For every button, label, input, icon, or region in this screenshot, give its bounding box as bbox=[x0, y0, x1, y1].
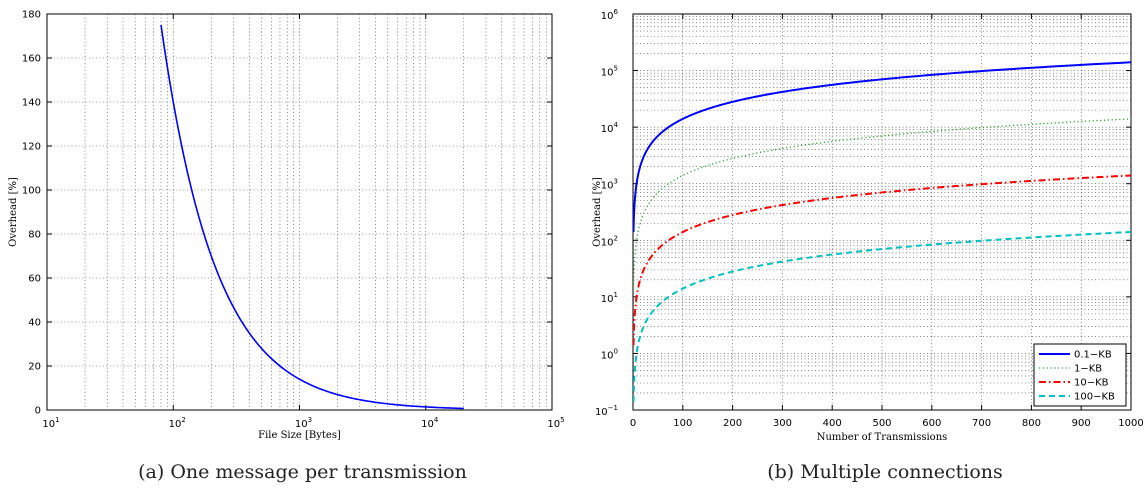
panel-a-x-tick-label: 102 bbox=[169, 416, 186, 430]
panel-b-legend-label: 10−KB bbox=[1074, 378, 1109, 389]
panel-b-legend-label: 100−KB bbox=[1074, 392, 1115, 403]
panel-b-legend-label: 0.1−KB bbox=[1074, 350, 1112, 361]
panel-a-y-tick-label: 100 bbox=[22, 186, 41, 197]
panel-a-series-line bbox=[160, 24, 464, 410]
panel-a-y-tick-label: 180 bbox=[22, 10, 41, 21]
panel-a-y-tick-label: 0 bbox=[35, 406, 41, 417]
panel-b-legend-label: 1−KB bbox=[1074, 364, 1102, 375]
panel-b-x-tick-label: 900 bbox=[1072, 418, 1091, 429]
panel-a-caption: (a) One message per transmission bbox=[138, 461, 467, 483]
panel-b-series-line-1 bbox=[633, 118, 1131, 289]
panel-a-x-tick-label: 104 bbox=[421, 416, 439, 430]
panel-b-series-line-2 bbox=[633, 174, 1131, 346]
panel-b-x-tick-label: 100 bbox=[673, 418, 692, 429]
panel-a-y-tick-label: 160 bbox=[22, 54, 41, 65]
panel-b-y-axis-label: Overhead [%] bbox=[592, 177, 603, 247]
panel-b-x-tick-label: 500 bbox=[872, 418, 891, 429]
panel-b-x-axis-label: Number of Transmissions bbox=[817, 432, 948, 443]
panel-b-chart: 0 100 200 300 400 500 600 700 800 900 1000 10−1 100 1… bbox=[592, 8, 1144, 483]
panel-b-y-tick-label: 104 bbox=[601, 121, 619, 135]
panel-a-y-tick-label: 40 bbox=[28, 318, 41, 329]
panel-b-y-tick-label: 103 bbox=[601, 178, 618, 192]
panel-b-y-tick-label: 106 bbox=[601, 8, 619, 22]
panel-b-legend: 0.1−KB 1−KB 10−KB 100−KB bbox=[1033, 343, 1127, 407]
panel-b-y-tick-label: 10−1 bbox=[595, 404, 618, 418]
panel-b-x-tick-label: 0 bbox=[630, 418, 636, 429]
panel-b-x-tick-label: 600 bbox=[922, 418, 941, 429]
panel-b-x-tick-label: 200 bbox=[723, 418, 742, 429]
panel-a-grid bbox=[47, 14, 552, 410]
panel-b-x-tick-label: 800 bbox=[1022, 418, 1041, 429]
panel-a-x-axis-label: File Size [Bytes] bbox=[258, 430, 341, 441]
panel-a-y-tick-label: 140 bbox=[22, 98, 41, 109]
panel-a-x-tick-label: 101 bbox=[42, 416, 59, 430]
panel-a-y-tick-label: 60 bbox=[28, 274, 41, 285]
panel-b-y-tick-label: 101 bbox=[601, 291, 618, 305]
panel-b-y-tick-label: 102 bbox=[601, 234, 618, 248]
panel-a-x-tick-label: 103 bbox=[295, 416, 312, 430]
panel-a-x-tick-label: 105 bbox=[547, 416, 564, 430]
panel-b-caption: (b) Multiple connections bbox=[767, 461, 1003, 483]
panel-a-y-tick-label: 120 bbox=[22, 142, 41, 153]
panel-a-y-axis-label: Overhead [%] bbox=[8, 177, 19, 247]
panel-b-x-tick-label: 300 bbox=[773, 418, 792, 429]
panel-b-x-tick-label: 400 bbox=[823, 418, 842, 429]
panel-b-series-line-3 bbox=[633, 231, 1131, 402]
panel-b-series-line-0 bbox=[633, 61, 1131, 233]
panel-a-chart: 101 102 103 104 105 0 20 40 60 80 100 120 140 160 180 F… bbox=[8, 10, 565, 484]
panel-b-y-tick-label: 105 bbox=[601, 65, 618, 79]
panel-b-y-tick-label: 100 bbox=[601, 347, 618, 361]
panel-a-y-tick-label: 80 bbox=[28, 230, 41, 241]
panel-b-x-tick-label: 700 bbox=[972, 418, 991, 429]
panel-b-x-tick-label: 1000 bbox=[1118, 418, 1143, 429]
panel-a-y-tick-label: 20 bbox=[28, 362, 41, 373]
